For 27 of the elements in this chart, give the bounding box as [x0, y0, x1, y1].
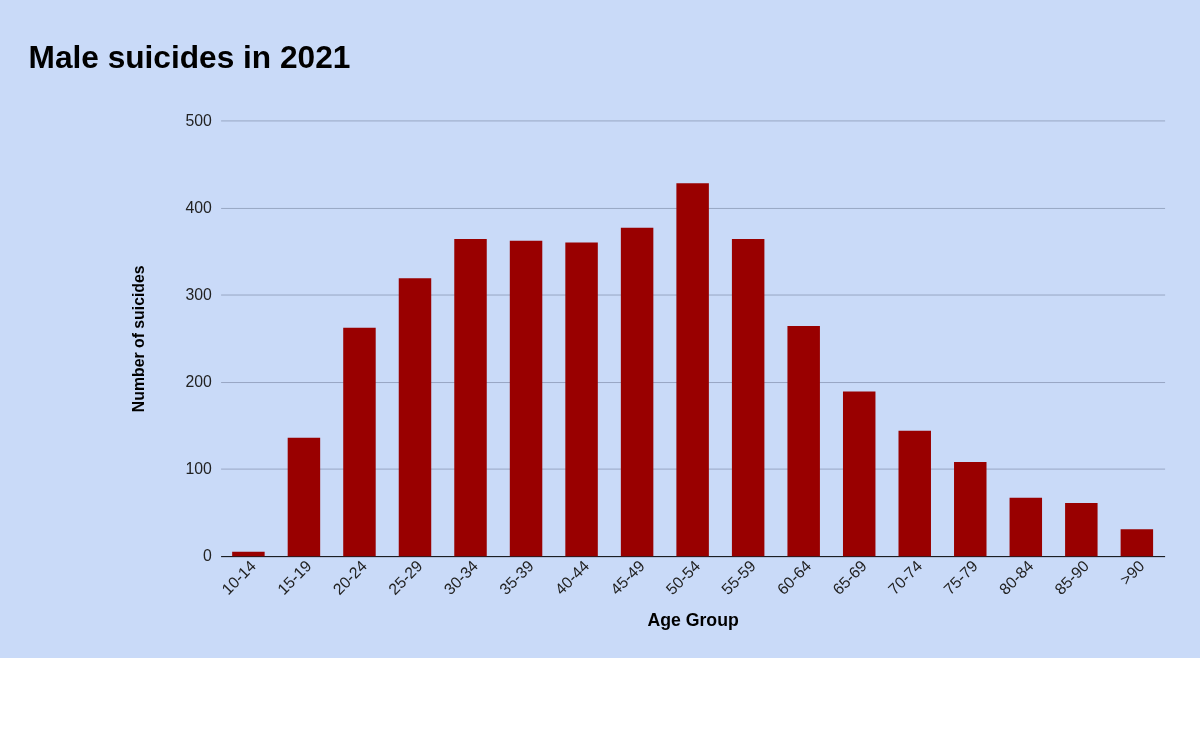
bar [454, 238, 487, 557]
bar [620, 227, 654, 557]
bar [343, 327, 376, 557]
bar [1065, 503, 1098, 557]
bar [509, 240, 543, 557]
bar [731, 238, 765, 557]
y-tick-label: 200 [185, 373, 212, 390]
bar [787, 326, 820, 557]
bar [1009, 497, 1043, 557]
bar [287, 437, 321, 557]
bar [232, 551, 265, 557]
bar [1120, 529, 1154, 557]
y-tick-label: 0 [203, 547, 212, 565]
bar [954, 462, 987, 557]
bar [842, 391, 876, 557]
bar [398, 278, 432, 557]
y-tick-label: 300 [185, 285, 212, 303]
y-tick-label: 400 [185, 198, 212, 216]
bar [565, 242, 598, 557]
y-tick-label: 500 [185, 111, 212, 129]
y-axis-title: Number of suicides [130, 265, 148, 413]
bar [676, 183, 709, 557]
x-axis-title: Age Group [647, 610, 739, 631]
y-tick-label: 100 [185, 460, 212, 478]
chart-title: Male suicides in 2021 [28, 39, 351, 76]
bar [898, 430, 931, 557]
x-tick-label: >90 [1116, 557, 1148, 589]
